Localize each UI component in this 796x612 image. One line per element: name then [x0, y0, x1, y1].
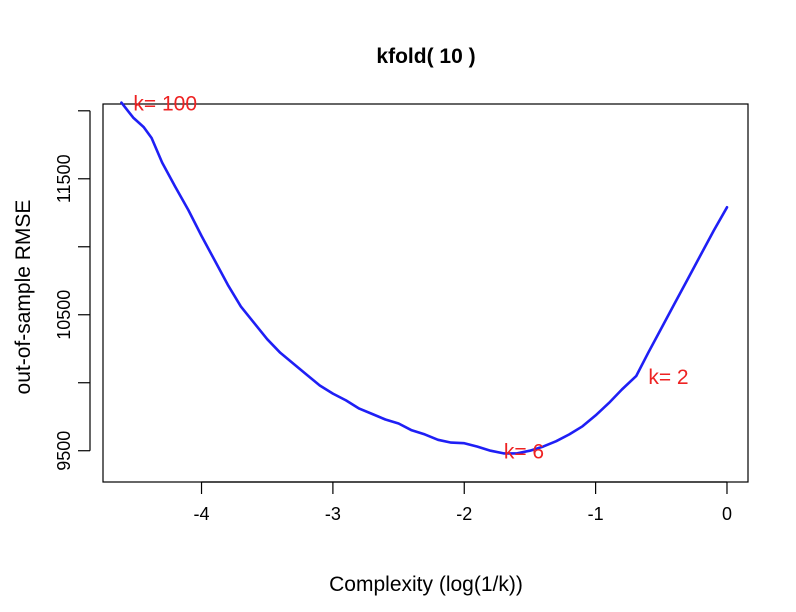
x-tick-label: -1	[588, 504, 604, 524]
annotations: k= 100 k= 6 k= 2	[133, 93, 688, 464]
x-tick-label: -4	[194, 504, 210, 524]
y-tick-label: 9500	[54, 431, 74, 471]
x-tick-label: 0	[722, 504, 732, 524]
annotation-label: k= 2	[648, 366, 688, 389]
y-axis-label: out-of-sample RMSE	[12, 200, 35, 395]
y-axis: 9500 10500 11500	[54, 110, 91, 471]
x-axis: -4 -3 -2 -1 0	[194, 481, 732, 524]
x-axis-label: Complexity (log(1/k))	[329, 573, 523, 596]
plot-frame	[102, 103, 749, 483]
x-tick-label: -2	[456, 504, 472, 524]
annotation-label: k= 6	[504, 441, 544, 464]
annotation-label: k= 100	[133, 93, 197, 116]
rmse-series-line	[120, 101, 729, 455]
x-tick-label: -3	[325, 504, 341, 524]
y-tick-label: 11500	[54, 154, 74, 203]
y-tick-label: 10500	[54, 290, 74, 340]
chart-title: kfold( 10 )	[376, 45, 475, 68]
